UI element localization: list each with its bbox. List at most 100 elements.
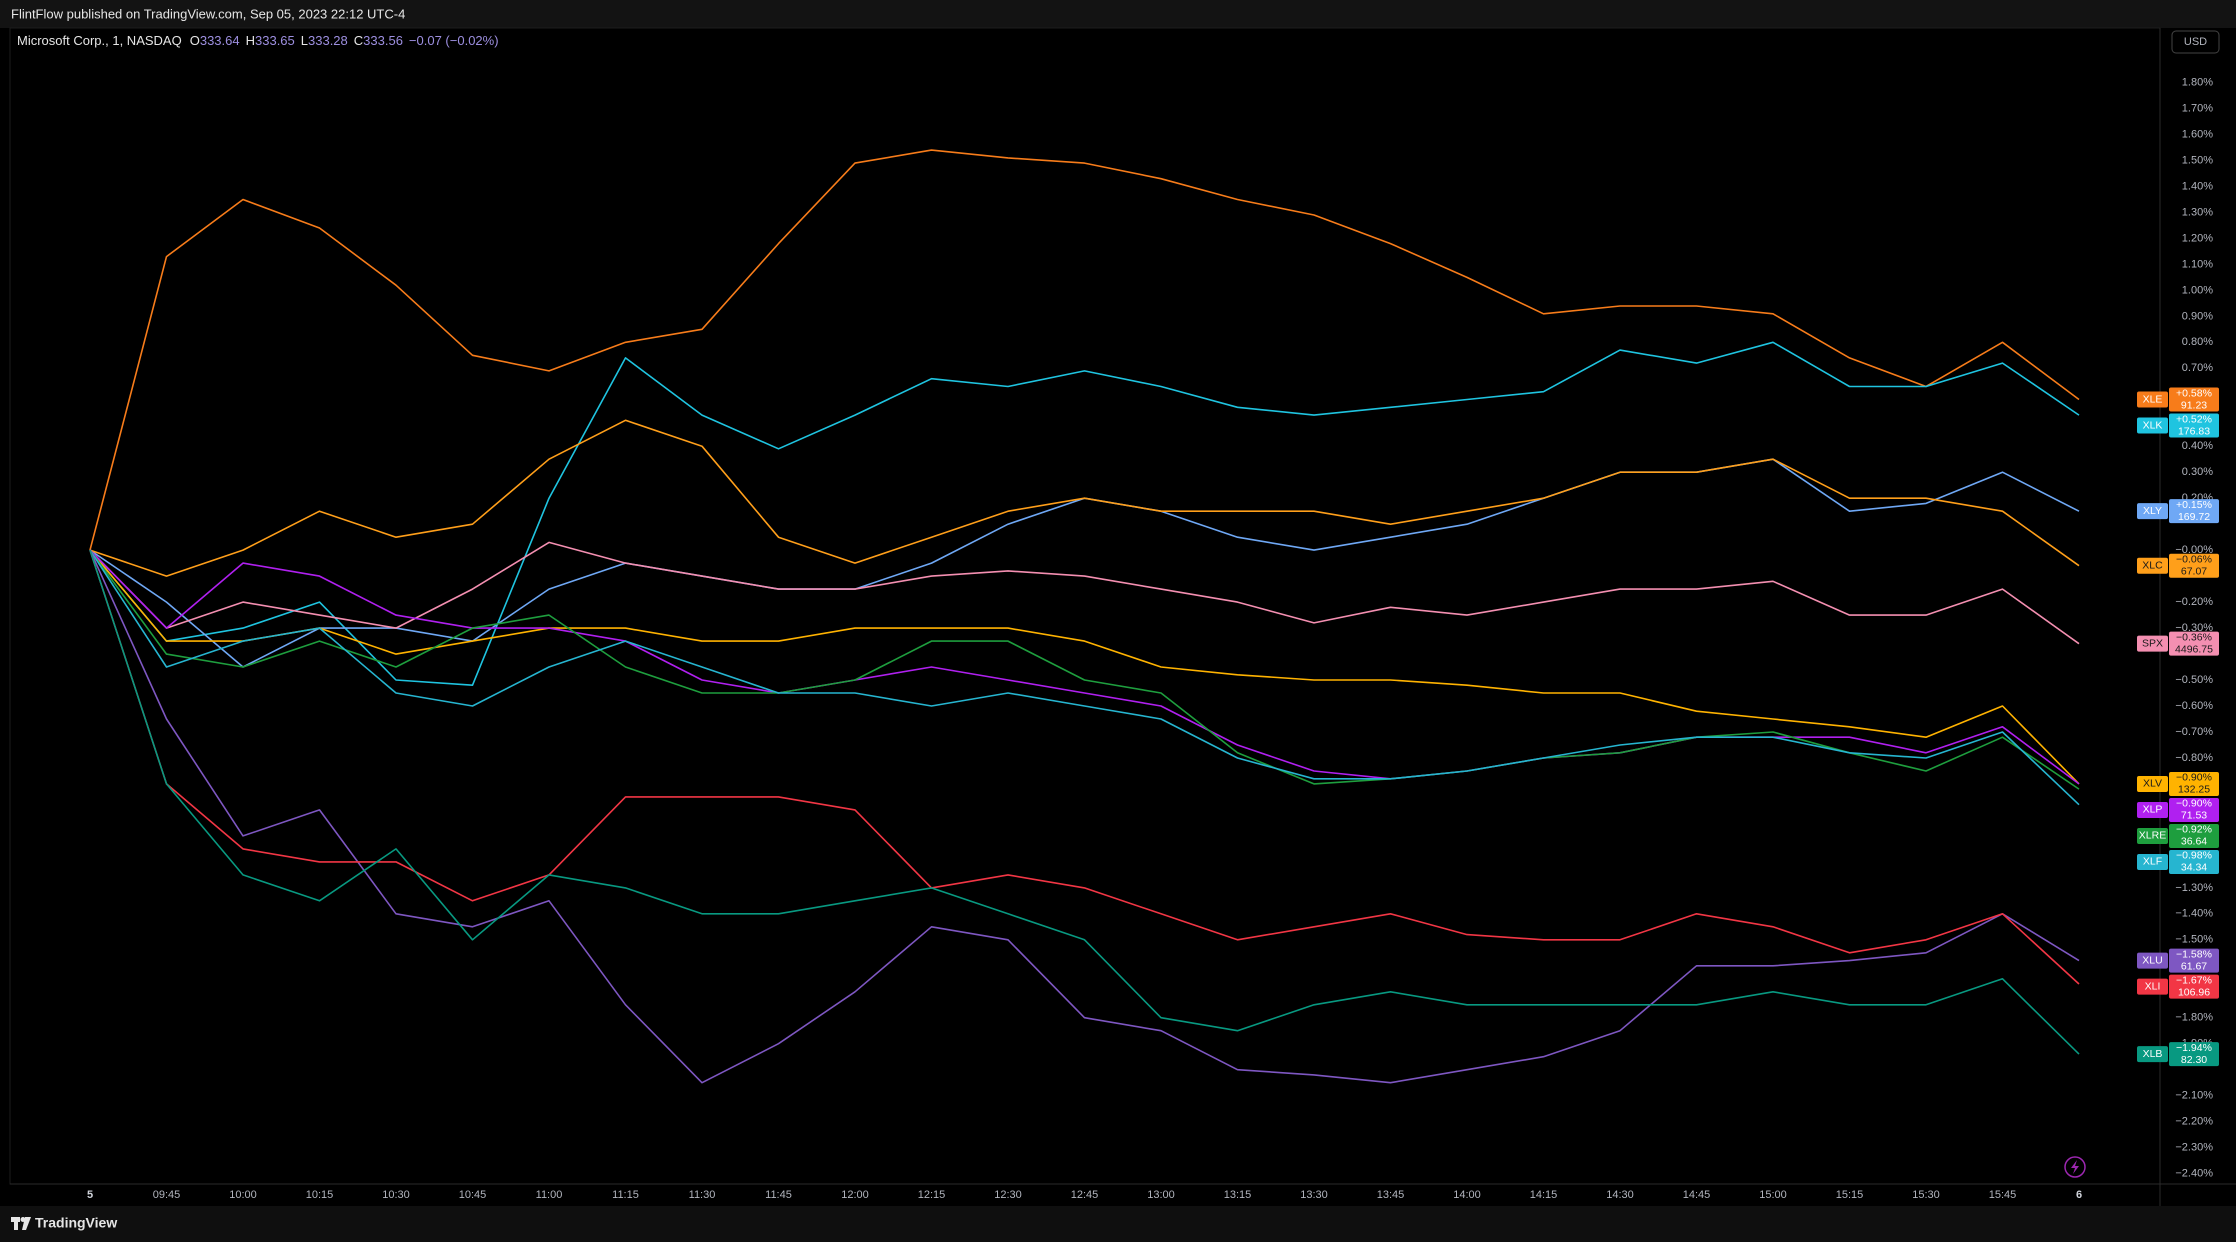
badge-name: XLP <box>2143 804 2163 816</box>
footer-brand: TradingView <box>35 1215 117 1231</box>
badge-value-box <box>2169 823 2219 848</box>
badge-name: XLU <box>2142 954 2162 966</box>
price-badge: XLV −0.90%132.25 <box>2137 772 2219 796</box>
x-tick-label: 11:30 <box>689 1189 716 1201</box>
badge-name: XLV <box>2143 778 2162 790</box>
price-badge: XLE +0.58%91.23 <box>2137 387 2219 412</box>
y-tick-label: −2.20% <box>2175 1116 2213 1128</box>
x-tick-label: 5 <box>87 1189 93 1201</box>
x-tick-label: 10:15 <box>306 1189 334 1201</box>
x-tick-label: 10:45 <box>459 1189 487 1201</box>
logo-part <box>22 1217 31 1230</box>
y-tick-label: 1.60% <box>2182 128 2213 140</box>
badge-change: −0.90% <box>2176 798 2212 810</box>
y-tick-label: 0.70% <box>2182 362 2213 374</box>
series-line <box>89 549 2080 985</box>
x-tick-label: 15:00 <box>1759 1189 1787 1201</box>
y-tick-label: 1.40% <box>2182 180 2213 192</box>
badge-value-box <box>2169 849 2219 874</box>
tradingview-logo <box>11 1217 31 1230</box>
badge-name-box <box>2137 1046 2168 1063</box>
badge-name: XLRE <box>2139 830 2166 842</box>
y-tick-label: 0.80% <box>2182 336 2213 348</box>
ohlc-key: C <box>354 33 363 48</box>
badge-price: 71.53 <box>2181 810 2207 822</box>
series-line <box>89 149 2080 551</box>
badge-value-box <box>2169 413 2219 438</box>
y-tick-label: 1.50% <box>2182 154 2213 166</box>
badge-price: 91.23 <box>2181 399 2207 411</box>
badge-value-box <box>2169 499 2219 524</box>
top-bar <box>0 0 2236 28</box>
badge-value-box <box>2169 387 2219 412</box>
badge-price: 34.34 <box>2181 862 2207 874</box>
badge-name-box <box>2137 391 2168 408</box>
x-tick-label: 14:30 <box>1606 1189 1634 1201</box>
y-tick-label: −0.30% <box>2175 622 2213 634</box>
badge-price: 169.72 <box>2178 511 2210 523</box>
badge-change: −1.58% <box>2176 948 2212 960</box>
y-tick-label: −2.40% <box>2175 1168 2213 1180</box>
price-badge: XLF −0.98%34.34 <box>2137 850 2219 874</box>
x-tick-label: 09:45 <box>153 1189 181 1201</box>
series-line <box>89 549 2080 790</box>
lightning-button[interactable] <box>2064 1156 2086 1178</box>
y-tick-label: −0.60% <box>2175 700 2213 712</box>
lightning-ring <box>2064 1156 2086 1178</box>
x-tick-label: 12:00 <box>841 1189 869 1201</box>
x-tick-label: 11:00 <box>536 1189 563 1201</box>
x-tick-label: 13:45 <box>1377 1189 1405 1201</box>
y-tick-label: −2.30% <box>2175 1142 2213 1154</box>
lightning-icon <box>2071 1160 2079 1174</box>
y-tick-label: 1.80% <box>2182 76 2213 88</box>
badge-price: 82.30 <box>2181 1054 2207 1066</box>
y-tick-label: −0.20% <box>2175 596 2213 608</box>
series-line <box>89 549 2080 1055</box>
badge-change: −1.67% <box>2176 974 2212 986</box>
badge-change: −0.98% <box>2176 850 2212 862</box>
x-tick-label: 13:15 <box>1224 1189 1252 1201</box>
series-line <box>89 541 2080 645</box>
x-tick-label: 12:15 <box>918 1189 946 1201</box>
badge-name: XLY <box>2143 505 2162 517</box>
series-line <box>89 549 2080 1084</box>
logo-part <box>14 1217 18 1230</box>
badge-name-box <box>2137 801 2168 818</box>
y-tick-label: 0.30% <box>2182 466 2213 478</box>
badge-name-box <box>2137 952 2168 969</box>
series-line <box>89 341 2080 686</box>
badge-price: 106.96 <box>2178 986 2210 998</box>
x-tick-label: 11:15 <box>612 1189 639 1201</box>
x-tick-label: 11:45 <box>765 1189 792 1201</box>
badge-name-box <box>2137 417 2168 434</box>
badge-price: 61.67 <box>2181 960 2207 972</box>
y-tick-label: −0.80% <box>2175 752 2213 764</box>
badge-change: −1.94% <box>2176 1042 2212 1054</box>
badge-value-box <box>2169 631 2219 656</box>
badge-value-box <box>2169 797 2219 822</box>
badge-price: 36.64 <box>2181 836 2207 848</box>
ohlc-value: 333.56 <box>363 33 403 48</box>
badge-value-box <box>2169 974 2219 999</box>
y-tick-label: −0.70% <box>2175 726 2213 738</box>
price-badge: XLI −1.67%106.96 <box>2137 974 2219 999</box>
badge-change: −0.06% <box>2176 554 2212 566</box>
y-tick-label: −1.40% <box>2175 908 2213 920</box>
series-line <box>89 549 2080 806</box>
y-tick-label: 0.90% <box>2182 310 2213 322</box>
x-tick-label: 13:00 <box>1147 1189 1175 1201</box>
x-tick-label: 6 <box>2076 1189 2082 1201</box>
x-tick-label: 12:30 <box>994 1189 1022 1201</box>
price-badge: XLY +0.15%169.72 <box>2137 499 2219 524</box>
ohlc-value: 333.28 <box>308 33 348 48</box>
badge-change: +0.15% <box>2176 499 2212 511</box>
y-tick-label: 1.00% <box>2182 284 2213 296</box>
badge-change: −0.90% <box>2176 772 2212 784</box>
badge-name: XLC <box>2142 560 2163 572</box>
badge-value-box <box>2169 771 2219 796</box>
currency-button[interactable] <box>2171 30 2220 54</box>
x-tick-label: 14:15 <box>1530 1189 1558 1201</box>
symbol-legend: Microsoft Corp., 1, NASDAQ O333.64 H333.65… <box>17 33 499 48</box>
